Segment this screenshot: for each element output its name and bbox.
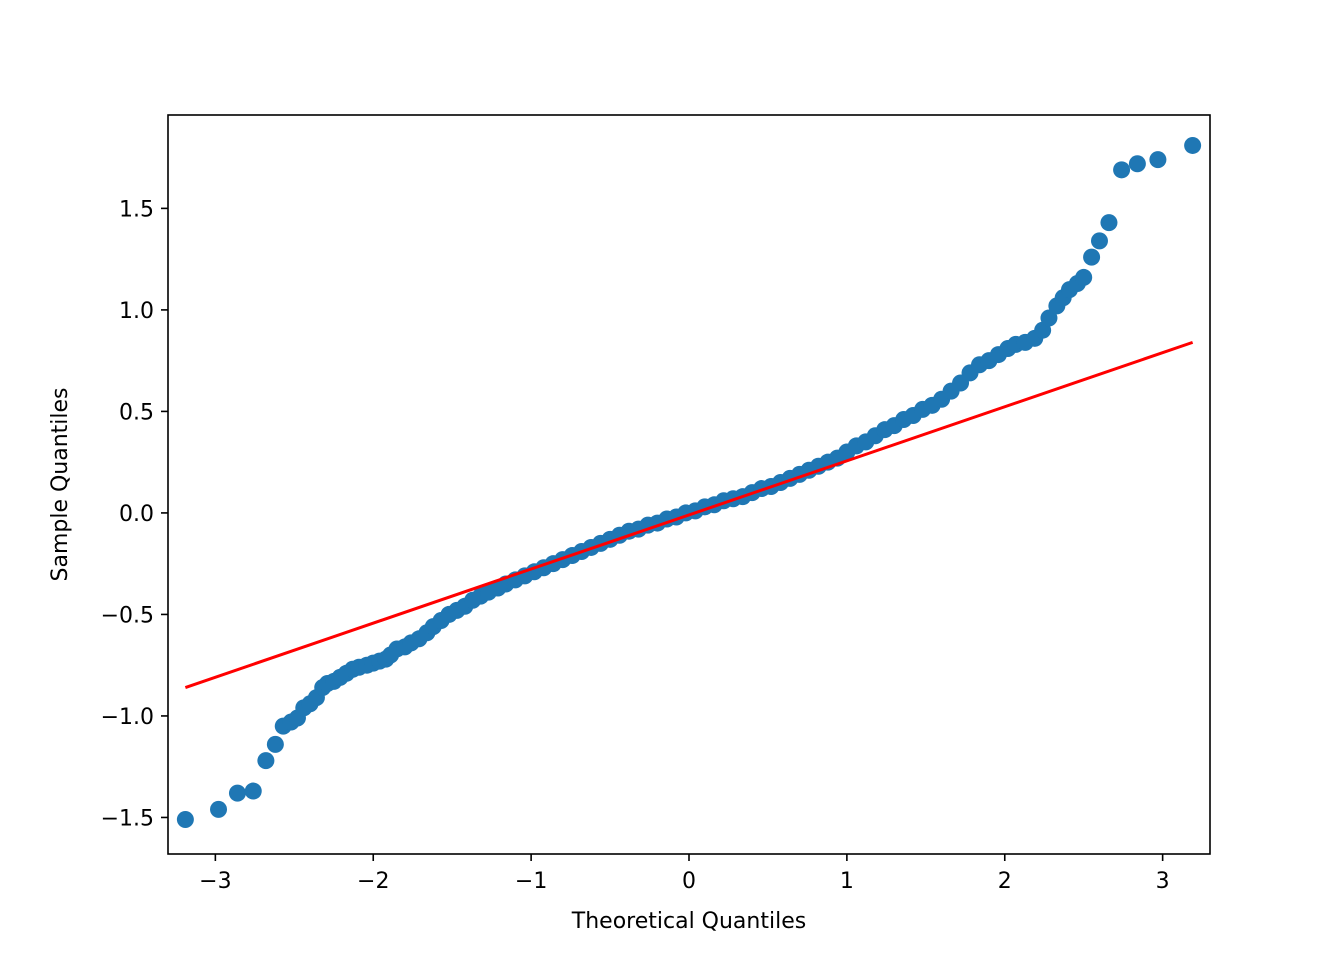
data-point (1083, 248, 1101, 266)
data-point (1090, 232, 1108, 250)
x-tick-label: 0 (682, 869, 696, 894)
y-tick-label: −0.5 (101, 603, 154, 628)
x-tick-label: −3 (199, 869, 231, 894)
data-point (266, 735, 284, 753)
y-tick-label: 0.0 (119, 502, 154, 527)
x-tick-label: 3 (1156, 869, 1170, 894)
y-tick-label: 1.5 (119, 197, 154, 222)
x-tick-label: 1 (840, 869, 854, 894)
data-point (1040, 309, 1058, 327)
data-point (244, 782, 262, 800)
y-tick-label: 0.5 (119, 400, 154, 425)
data-point (176, 810, 194, 828)
reference-line (184, 340, 1194, 689)
data-point (1100, 214, 1118, 232)
x-tick-label: −2 (357, 869, 389, 894)
x-axis-ticks: −3 −2 −1 0 1 2 3 (199, 854, 1170, 894)
data-point (1149, 151, 1167, 169)
data-point (1113, 161, 1131, 179)
x-tick-label: 2 (998, 869, 1012, 894)
data-point (210, 800, 228, 818)
y-tick-label: 1.0 (119, 299, 154, 324)
y-axis-ticks: −1.5 −1.0 −0.5 0.0 0.5 1.0 1.5 (101, 197, 168, 831)
data-point (228, 784, 246, 802)
data-point (257, 752, 275, 770)
data-point (1128, 155, 1146, 173)
x-axis-label: Theoretical Quantiles (571, 909, 806, 934)
data-point (1184, 136, 1202, 154)
y-axis-label: Sample Quantiles (48, 387, 73, 581)
data-point (1075, 268, 1093, 286)
y-tick-label: −1.0 (101, 705, 154, 730)
plot-area (176, 136, 1202, 828)
y-tick-label: −1.5 (101, 806, 154, 831)
x-tick-label: −1 (515, 869, 547, 894)
